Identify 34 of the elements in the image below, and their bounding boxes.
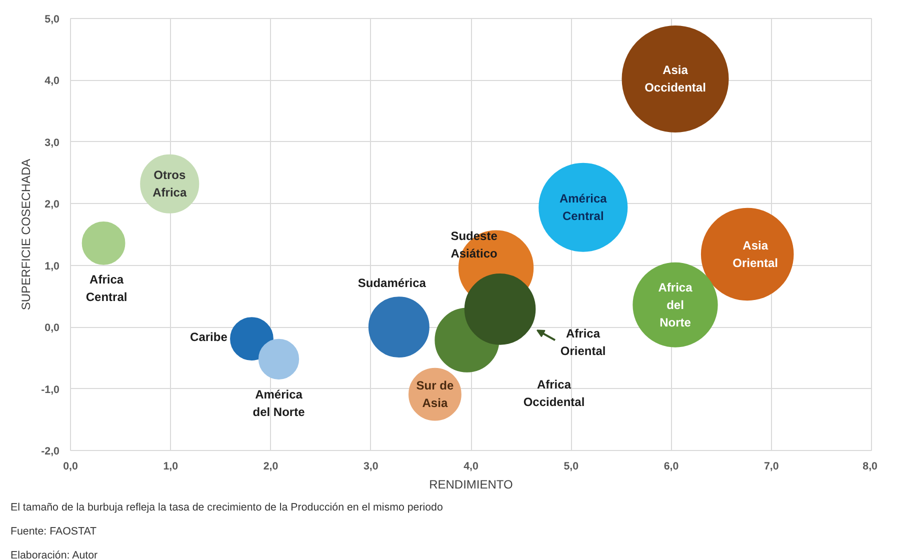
y-tick-label: 4,0 [44,75,60,88]
series-label: Sur de Asia [416,378,454,410]
series-label: Caribe [190,330,228,344]
x-axis-title: RENDIMIENTO [429,478,513,492]
y-tick-label: 3,0 [44,136,60,149]
y-tick-label: -2,0 [41,446,60,458]
x-tick-label: 2,0 [263,460,278,472]
series-label: América Central [559,192,608,224]
x-tick-label: 0,0 [63,460,78,472]
y-tick-label: -1,0 [41,384,60,396]
series-label: Asia Occidental [644,63,706,95]
y-tick-label: 0,0 [44,322,60,334]
legend-label: Africa Oriental [560,326,606,358]
x-tick-label: 6,0 [664,460,679,472]
series-label: Otros Africa [152,168,187,200]
x-tick-label: 5,0 [564,460,579,472]
y-axis-title: SUPERFICIE COSECHADA [19,158,34,310]
x-tick-label: 4,0 [464,460,478,472]
series-label: América del Norte [252,387,306,419]
x-tick-label: 3,0 [363,460,378,472]
series-label: Asia Oriental [732,238,778,270]
series-label: Sudamérica [358,276,426,290]
y-tick-label: 1,0 [44,260,60,272]
x-tick-label: 7,0 [764,460,779,472]
series-label: Africa del Norte [658,280,693,330]
text: Elaboración: Autor [10,550,98,560]
x-tick-label: 8,0 [862,460,878,472]
y-tick-label: 5,0 [44,14,60,26]
x-tick-label: 1,0 [163,460,178,472]
source-note: Fuente: FAOSTAT [10,526,98,538]
text: El tamaño de la burbuja refleja la tasa de crecimiento de la Producción en el mismo periodo [10,502,443,514]
y-tick-label: 2,0 [44,198,60,211]
text: Africa Occidental [523,377,585,409]
series-label: Africa Central [86,272,128,304]
